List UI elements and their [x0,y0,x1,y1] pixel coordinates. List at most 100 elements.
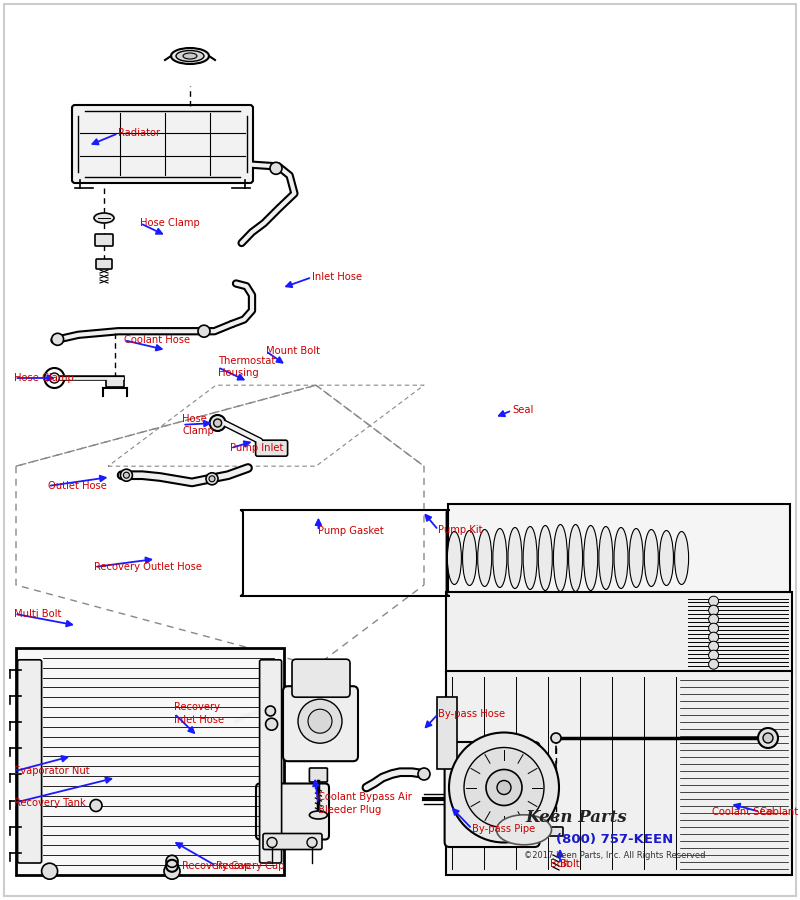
Text: Recovery Tank: Recovery Tank [14,797,86,808]
Ellipse shape [176,50,204,61]
Circle shape [486,770,522,806]
Text: Seal: Seal [512,405,534,416]
Ellipse shape [508,527,522,589]
Ellipse shape [183,53,197,59]
Circle shape [418,768,430,780]
Ellipse shape [659,530,674,586]
Circle shape [709,659,718,670]
Circle shape [166,855,178,868]
Text: Radiator: Radiator [118,128,161,139]
Text: Inlet Hose: Inlet Hose [312,272,362,283]
Circle shape [709,632,718,643]
Text: Bolt: Bolt [550,859,570,869]
Ellipse shape [171,48,209,64]
Circle shape [551,733,561,743]
Text: Bolt: Bolt [560,859,580,869]
Text: Recovery Outlet Hose: Recovery Outlet Hose [94,562,202,572]
Ellipse shape [554,525,567,591]
FancyBboxPatch shape [445,742,539,847]
Circle shape [266,718,278,730]
Ellipse shape [569,525,582,591]
Ellipse shape [478,529,492,587]
Text: Coolant Hose: Coolant Hose [124,335,190,346]
FancyBboxPatch shape [549,827,563,836]
Text: Coolant Seal: Coolant Seal [712,806,774,817]
Circle shape [123,472,130,478]
Text: Recovery
Inlet Hose: Recovery Inlet Hose [174,703,225,724]
Circle shape [209,476,215,482]
Circle shape [266,706,275,716]
FancyBboxPatch shape [95,234,113,246]
Circle shape [206,472,218,485]
Ellipse shape [538,526,552,590]
FancyBboxPatch shape [15,648,283,875]
Circle shape [42,863,58,879]
Text: Pump Gasket: Pump Gasket [318,526,384,536]
Ellipse shape [629,528,643,588]
FancyBboxPatch shape [263,833,322,850]
Ellipse shape [310,811,327,819]
Text: By-pass Pipe: By-pass Pipe [472,824,535,834]
Circle shape [464,748,544,827]
Ellipse shape [447,532,462,584]
Circle shape [51,333,64,346]
Text: Mount Bolt: Mount Bolt [266,346,320,356]
FancyBboxPatch shape [256,784,329,840]
Ellipse shape [94,213,114,223]
Text: By-pass Hose: By-pass Hose [438,708,506,719]
Text: Evaporator Nut: Evaporator Nut [14,766,90,777]
Circle shape [308,709,332,734]
FancyBboxPatch shape [292,659,350,698]
FancyBboxPatch shape [259,660,282,863]
Circle shape [164,863,180,879]
Text: Coolant Bypass Air
Bleeder Plug: Coolant Bypass Air Bleeder Plug [318,793,412,814]
Circle shape [709,596,718,607]
Circle shape [709,614,718,625]
Circle shape [50,373,59,383]
Circle shape [709,641,718,652]
FancyBboxPatch shape [18,660,42,863]
Text: Multi Bolt: Multi Bolt [14,608,62,619]
FancyBboxPatch shape [438,697,458,769]
Text: Hose Clamp: Hose Clamp [140,218,200,229]
FancyBboxPatch shape [283,686,358,761]
Circle shape [763,733,773,743]
Circle shape [709,650,718,661]
Ellipse shape [599,526,613,590]
FancyBboxPatch shape [96,259,112,269]
Ellipse shape [462,530,477,586]
Circle shape [214,419,222,427]
Circle shape [121,469,133,482]
FancyBboxPatch shape [256,440,288,456]
Ellipse shape [584,526,598,590]
Circle shape [758,728,778,748]
Circle shape [497,780,511,795]
Circle shape [307,838,317,848]
Polygon shape [448,504,790,675]
Circle shape [763,733,773,743]
Circle shape [298,699,342,743]
Text: Pump Kit: Pump Kit [438,525,483,535]
Circle shape [198,325,210,338]
Text: Outlet Hose: Outlet Hose [48,481,107,491]
Circle shape [270,162,282,175]
FancyBboxPatch shape [446,671,792,875]
Circle shape [709,605,718,616]
Text: (800) 757-KEEN: (800) 757-KEEN [556,833,673,846]
Text: Coolant Seal: Coolant Seal [760,806,800,817]
Circle shape [210,415,226,431]
FancyBboxPatch shape [310,768,327,782]
FancyBboxPatch shape [72,105,253,183]
Text: Pump Inlet: Pump Inlet [230,443,284,454]
Text: ©2017 Keen Parts, Inc. All Rights Reserved: ©2017 Keen Parts, Inc. All Rights Reserv… [524,850,705,860]
FancyBboxPatch shape [106,377,124,387]
Text: Recovery Cap: Recovery Cap [216,860,284,871]
Text: Hose Clamp: Hose Clamp [14,373,74,383]
Circle shape [709,623,718,634]
Ellipse shape [644,529,658,587]
Text: Recovery Cap: Recovery Cap [182,860,250,871]
FancyBboxPatch shape [446,592,792,672]
Text: Thermostat
Housing: Thermostat Housing [218,356,275,378]
Circle shape [90,799,102,812]
Ellipse shape [493,528,507,588]
